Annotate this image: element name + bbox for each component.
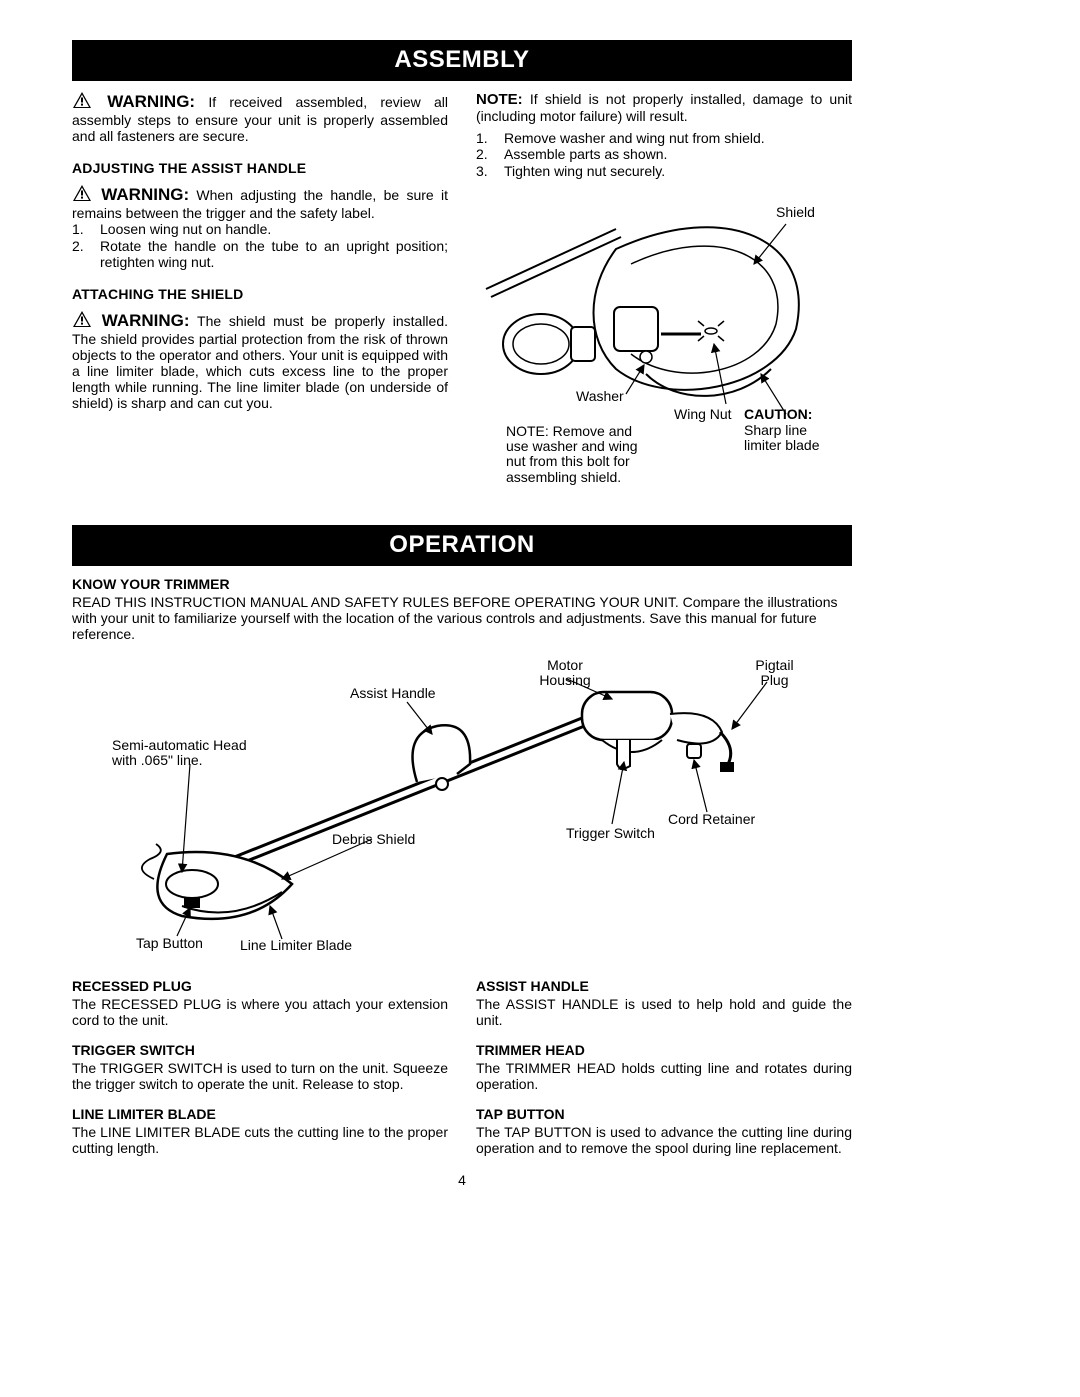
def-trigger-switch: TRIGGER SWITCH The TRIGGER SWITCH is use… bbox=[72, 1042, 448, 1092]
bolt-note: NOTE: Remove and use washer and wing nut… bbox=[506, 424, 656, 486]
shield-diagram: Shield Washer Wing Nut CAUTION: Sharp li… bbox=[476, 179, 852, 519]
def-head: ASSIST HANDLE bbox=[476, 978, 852, 994]
def-head: TAP BUTTON bbox=[476, 1106, 852, 1122]
caution-label: CAUTION: bbox=[744, 407, 812, 422]
assembly-header-bar: ASSEMBLY bbox=[72, 40, 852, 81]
def-head: LINE LIMITER BLADE bbox=[72, 1106, 448, 1122]
defs-left-col: RECESSED PLUG The RECESSED PLUG is where… bbox=[72, 978, 448, 1171]
adjust-step-2: Rotate the handle on the tube to an upri… bbox=[72, 238, 448, 270]
motor-housing-label: Motor Housing bbox=[530, 658, 600, 689]
def-trimmer-head: TRIMMER HEAD The TRIMMER HEAD holds cutt… bbox=[476, 1042, 852, 1092]
trimmer-diagram: Motor Housing Pigtail Plug Assist Handle… bbox=[72, 654, 852, 954]
def-assist-handle: ASSIST HANDLE The ASSIST HANDLE is used … bbox=[476, 978, 852, 1028]
trimmer-diagram-svg bbox=[72, 654, 852, 954]
tap-button-label: Tap Button bbox=[136, 936, 203, 951]
know-trimmer-head: KNOW YOUR TRIMMER bbox=[72, 576, 852, 592]
def-body: The ASSIST HANDLE is used to help hold a… bbox=[476, 996, 852, 1028]
assist-handle-label: Assist Handle bbox=[350, 686, 436, 701]
def-tap-button: TAP BUTTON The TAP BUTTON is used to adv… bbox=[476, 1106, 852, 1156]
warning-1: WARNING: If received assembled, review a… bbox=[72, 91, 448, 144]
adjust-steps: Loosen wing nut on handle. Rotate the ha… bbox=[72, 221, 448, 269]
note-text: If shield is not properly installed, dam… bbox=[476, 91, 852, 124]
attach-shield-head: ATTACHING THE SHIELD bbox=[72, 286, 448, 302]
line-limiter-label: Line Limiter Blade bbox=[240, 938, 352, 953]
def-body: The RECESSED PLUG is where you attach yo… bbox=[72, 996, 448, 1028]
note-label: NOTE: bbox=[476, 91, 523, 108]
attach-steps: Remove washer and wing nut from shield. … bbox=[476, 130, 852, 178]
cord-retainer-label: Cord Retainer bbox=[668, 812, 755, 827]
def-head: TRIGGER SWITCH bbox=[72, 1042, 448, 1058]
operation-header-bar: OPERATION bbox=[72, 525, 852, 566]
adjust-step-1: Loosen wing nut on handle. bbox=[72, 221, 448, 237]
semi-head-label: Semi-automatic Head with .065" line. bbox=[112, 738, 272, 769]
trigger-switch-label: Trigger Switch bbox=[566, 826, 655, 841]
warning-2-label: WARNING: bbox=[101, 185, 189, 204]
def-body: The TRIGGER SWITCH is used to turn on th… bbox=[72, 1060, 448, 1092]
pigtail-plug-label: Pigtail Plug bbox=[747, 658, 802, 689]
assembly-col-right: NOTE: If shield is not properly installe… bbox=[476, 91, 852, 519]
definitions-columns: RECESSED PLUG The RECESSED PLUG is where… bbox=[72, 978, 852, 1171]
warning-1-label: WARNING: bbox=[107, 92, 195, 111]
def-recessed-plug: RECESSED PLUG The RECESSED PLUG is where… bbox=[72, 978, 448, 1028]
caution-text: Sharp line limiter blade bbox=[744, 423, 844, 454]
note-block: NOTE: If shield is not properly installe… bbox=[476, 91, 852, 124]
warning-2: WARNING: When adjusting the handle, be s… bbox=[72, 184, 448, 221]
def-line-limiter: LINE LIMITER BLADE The LINE LIMITER BLAD… bbox=[72, 1106, 448, 1156]
wingnut-label: Wing Nut bbox=[674, 407, 732, 422]
def-body: The TRIMMER HEAD holds cutting line and … bbox=[476, 1060, 852, 1092]
know-trimmer-text: READ THIS INSTRUCTION MANUAL AND SAFETY … bbox=[72, 594, 852, 642]
washer-label: Washer bbox=[576, 389, 624, 404]
def-head: RECESSED PLUG bbox=[72, 978, 448, 994]
warning-icon bbox=[72, 184, 92, 205]
warning-icon bbox=[72, 91, 92, 112]
operation-body: KNOW YOUR TRIMMER READ THIS INSTRUCTION … bbox=[72, 576, 852, 1189]
warning-3: WARNING: The shield must be properly ins… bbox=[72, 310, 448, 412]
warning-3-label: WARNING: bbox=[102, 311, 190, 330]
assembly-columns: WARNING: If received assembled, review a… bbox=[72, 91, 852, 519]
attach-step-1: Remove washer and wing nut from shield. bbox=[476, 130, 852, 146]
debris-shield-label: Debris Shield bbox=[332, 832, 415, 847]
adjust-handle-head: ADJUSTING THE ASSIST HANDLE bbox=[72, 160, 448, 176]
defs-right-col: ASSIST HANDLE The ASSIST HANDLE is used … bbox=[476, 978, 852, 1171]
attach-step-2: Assemble parts as shown. bbox=[476, 146, 852, 162]
shield-label: Shield bbox=[776, 205, 815, 220]
assembly-col-left: WARNING: If received assembled, review a… bbox=[72, 91, 448, 519]
attach-step-3: Tighten wing nut securely. bbox=[476, 163, 852, 179]
page-root: ASSEMBLY WARNING: If received assembled,… bbox=[72, 40, 852, 1188]
def-body: The LINE LIMITER BLADE cuts the cutting … bbox=[72, 1124, 448, 1156]
warning-icon bbox=[72, 310, 92, 331]
page-number: 4 bbox=[72, 1172, 852, 1188]
def-body: The TAP BUTTON is used to advance the cu… bbox=[476, 1124, 852, 1156]
def-head: TRIMMER HEAD bbox=[476, 1042, 852, 1058]
